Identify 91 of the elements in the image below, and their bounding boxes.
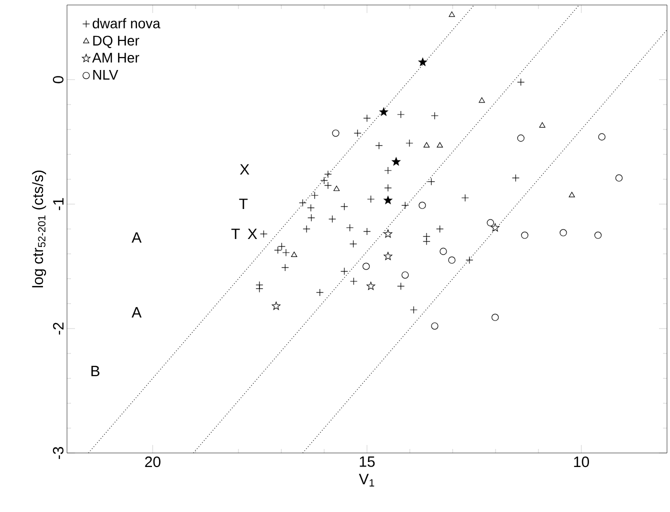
point bbox=[397, 110, 405, 118]
point bbox=[448, 11, 455, 17]
point bbox=[430, 112, 439, 120]
annotation: X bbox=[240, 164, 250, 175]
point bbox=[316, 288, 324, 296]
point bbox=[490, 223, 500, 232]
point bbox=[310, 192, 318, 200]
point bbox=[466, 256, 474, 264]
point bbox=[410, 306, 418, 314]
point bbox=[362, 262, 370, 270]
x-tick-label: 20 bbox=[145, 456, 160, 468]
point bbox=[521, 232, 528, 239]
point bbox=[384, 229, 392, 238]
point bbox=[406, 139, 414, 147]
legend-label: DQ Her bbox=[93, 36, 140, 48]
point bbox=[375, 142, 383, 150]
point bbox=[431, 322, 438, 330]
point bbox=[363, 114, 371, 122]
point bbox=[436, 142, 443, 148]
point bbox=[274, 246, 282, 254]
point bbox=[512, 174, 520, 182]
point bbox=[384, 252, 392, 260]
point bbox=[594, 232, 602, 239]
point bbox=[366, 282, 376, 290]
point bbox=[539, 122, 546, 128]
point bbox=[367, 195, 375, 203]
point bbox=[486, 219, 494, 226]
point bbox=[440, 248, 447, 255]
point bbox=[334, 186, 340, 192]
point bbox=[402, 271, 409, 279]
point bbox=[281, 264, 289, 272]
annotation: A bbox=[132, 307, 142, 318]
point bbox=[478, 97, 485, 103]
point bbox=[517, 78, 525, 86]
point bbox=[328, 215, 336, 223]
point bbox=[384, 184, 392, 192]
point bbox=[340, 268, 348, 276]
point bbox=[340, 202, 348, 210]
point bbox=[424, 142, 430, 148]
point bbox=[401, 202, 409, 210]
y-tick-label: -1 bbox=[53, 198, 64, 210]
annotation: A bbox=[132, 232, 142, 243]
x-tick-label: 10 bbox=[574, 456, 590, 468]
point bbox=[256, 284, 264, 293]
point bbox=[492, 314, 499, 321]
legend-label: NLV bbox=[93, 70, 118, 80]
point bbox=[568, 192, 575, 198]
y-axis-title: log ctr$_{52-201}$ (cts/s) bbox=[32, 170, 46, 288]
point bbox=[384, 166, 392, 174]
point bbox=[392, 157, 400, 166]
legend-label: AM Her bbox=[92, 52, 140, 63]
point bbox=[332, 130, 340, 137]
point bbox=[278, 242, 286, 250]
point bbox=[308, 214, 316, 222]
point bbox=[461, 194, 469, 202]
x-tick-label: 15 bbox=[360, 456, 375, 467]
point bbox=[615, 174, 623, 182]
point bbox=[422, 232, 430, 240]
point bbox=[260, 230, 268, 238]
point bbox=[350, 277, 358, 286]
point bbox=[350, 240, 358, 248]
point bbox=[298, 199, 306, 207]
point bbox=[560, 229, 567, 236]
point bbox=[418, 202, 426, 209]
point bbox=[324, 170, 332, 178]
y-tick-label: -2 bbox=[53, 322, 64, 335]
point bbox=[397, 282, 405, 290]
point bbox=[448, 256, 456, 264]
point bbox=[436, 225, 444, 233]
point bbox=[422, 238, 430, 246]
point bbox=[291, 252, 298, 258]
point bbox=[302, 225, 310, 233]
annotation: B bbox=[91, 366, 100, 376]
point bbox=[379, 108, 388, 116]
point bbox=[384, 196, 392, 204]
annotation: T bbox=[231, 228, 240, 240]
legend-label: dwarf nova bbox=[92, 18, 160, 28]
point bbox=[272, 302, 280, 310]
point bbox=[517, 134, 524, 142]
point bbox=[354, 129, 362, 137]
point bbox=[307, 204, 315, 212]
point bbox=[428, 178, 436, 186]
y-tick-label: 0 bbox=[52, 76, 64, 84]
x-axis-title: V$_{1}$ bbox=[358, 474, 374, 486]
point bbox=[363, 228, 371, 236]
point bbox=[282, 248, 290, 256]
annotation: T bbox=[239, 198, 248, 210]
annotation: X bbox=[248, 228, 258, 240]
point bbox=[598, 133, 606, 140]
y-tick-label: -3 bbox=[52, 446, 64, 459]
point bbox=[418, 58, 427, 66]
